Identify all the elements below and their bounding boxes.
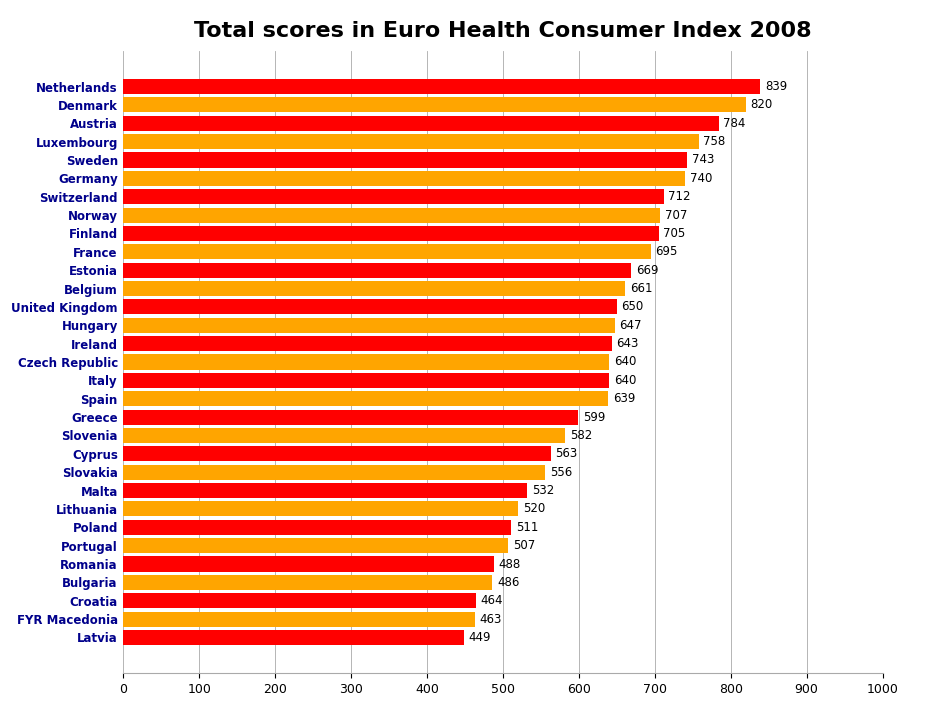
Text: 532: 532 [531,484,554,497]
Text: 556: 556 [550,466,572,479]
Bar [123,244,651,259]
Bar [123,612,474,627]
Bar [123,502,518,516]
Text: 520: 520 [523,502,545,515]
Bar [123,557,493,571]
Text: 582: 582 [569,429,592,442]
Bar [123,299,617,314]
Text: 712: 712 [668,190,691,203]
Bar [123,593,475,608]
Text: 464: 464 [480,594,503,607]
Text: 758: 758 [703,135,726,148]
Text: 740: 740 [690,172,712,185]
Text: 743: 743 [692,153,715,167]
Bar [123,281,625,296]
Bar [123,153,687,167]
Text: 449: 449 [469,631,492,644]
Bar [123,171,685,186]
Text: 705: 705 [663,227,685,240]
Bar [123,373,609,388]
Text: 820: 820 [751,98,772,111]
Text: 639: 639 [613,392,636,405]
Bar [123,355,609,369]
Bar [123,116,718,131]
Text: 463: 463 [479,613,502,626]
Bar [123,630,464,645]
Text: 643: 643 [616,337,639,350]
Bar [123,79,760,94]
Text: 640: 640 [614,374,636,387]
Bar [123,208,661,222]
Text: 669: 669 [636,264,659,277]
Text: 647: 647 [619,319,642,332]
Bar [123,263,631,278]
Text: 707: 707 [664,209,687,222]
Bar [123,538,509,553]
Bar [123,575,493,590]
Bar [123,318,615,333]
Text: 661: 661 [630,282,652,295]
Text: 640: 640 [614,355,636,369]
Text: 650: 650 [622,300,643,313]
Bar [123,336,611,351]
Text: 511: 511 [516,521,538,534]
Text: 784: 784 [723,117,746,130]
Bar [123,189,664,204]
Bar [123,428,566,443]
Text: 507: 507 [512,539,535,552]
Bar [123,97,746,112]
Title: Total scores in Euro Health Consumer Index 2008: Total scores in Euro Health Consumer Ind… [195,21,811,41]
Bar [123,483,528,498]
Bar [123,410,578,425]
Text: 488: 488 [498,557,521,571]
Bar [123,520,512,535]
Text: 486: 486 [497,576,519,589]
Bar [123,134,698,149]
Bar [123,391,608,406]
Text: 839: 839 [765,80,787,93]
Text: 599: 599 [583,411,605,424]
Bar [123,465,546,480]
Text: 563: 563 [555,447,578,460]
Text: 695: 695 [656,245,678,258]
Bar [123,446,550,461]
Bar [123,226,659,241]
